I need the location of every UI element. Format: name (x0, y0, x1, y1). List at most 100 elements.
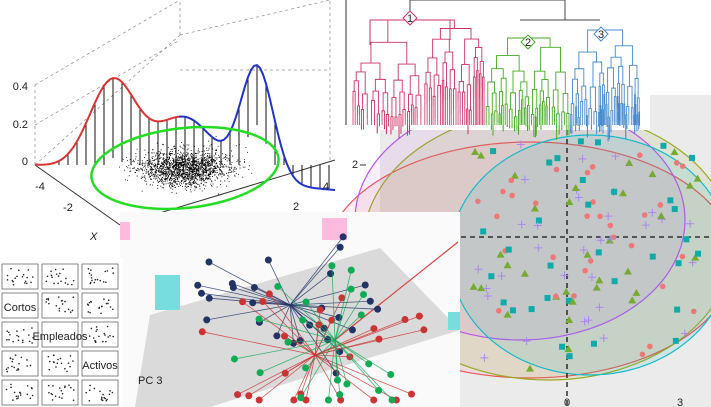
sample-dot (153, 152, 155, 154)
sample-dot (198, 173, 200, 175)
sample-dot (211, 164, 213, 165)
sample-dot (204, 164, 206, 166)
sample-dot (205, 161, 206, 163)
dendrogram-panel: 123 (345, 0, 650, 142)
sample-dot (216, 165, 218, 166)
sample-dot (162, 154, 164, 156)
sample-dot (199, 166, 201, 168)
branch (588, 108, 592, 130)
sample-dot (196, 164, 197, 166)
sample-dot (157, 179, 158, 181)
sample-dot (204, 169, 205, 171)
sample-dot (197, 168, 199, 170)
sample-dot (160, 149, 162, 151)
sample-dot (188, 144, 190, 146)
sample-dot (221, 161, 223, 163)
sample-dot (226, 185, 228, 187)
sample-dot (190, 149, 192, 151)
sample-dot (171, 169, 172, 171)
branch (464, 38, 480, 65)
sample-dot (201, 169, 203, 171)
sample-dot (155, 170, 157, 172)
branch (611, 87, 616, 111)
sample-dot (197, 166, 199, 168)
sample-dot (150, 163, 152, 165)
sample-dot (189, 170, 191, 172)
point (250, 283, 258, 291)
sample-dot (208, 147, 210, 149)
sample-dot (177, 153, 179, 155)
sample-dot (190, 173, 192, 175)
sample-dot (176, 171, 178, 173)
sample-dot (140, 167, 142, 169)
branch (599, 72, 604, 87)
sample-dot (201, 158, 203, 160)
sample-dot (201, 190, 203, 192)
sample-dot (228, 181, 230, 183)
dot (89, 311, 91, 314)
dot (60, 389, 63, 392)
sample-dot (154, 168, 156, 170)
sample-dot (194, 152, 196, 154)
square-point (577, 138, 584, 145)
branch (439, 28, 472, 40)
point (374, 305, 382, 313)
sample-dot (202, 159, 204, 161)
sample-dot (150, 167, 152, 169)
sample-dot (193, 179, 195, 181)
sample-dot (192, 167, 194, 169)
sample-dot (179, 163, 181, 165)
branch (633, 114, 636, 134)
sample-dot (179, 172, 181, 174)
sample-dot (206, 169, 208, 171)
square-point (649, 253, 656, 260)
plus-point (587, 273, 596, 282)
sample-dot (196, 168, 198, 170)
sample-dot (207, 155, 209, 157)
sample-dot (172, 171, 174, 173)
sample-dot (157, 156, 159, 158)
sample-dot (169, 177, 171, 179)
sample-dot (165, 159, 167, 160)
sample-dot (141, 169, 143, 171)
branch (614, 45, 634, 66)
plus-point (517, 220, 526, 229)
sample-dot (154, 174, 156, 175)
branch (509, 108, 513, 129)
dot (89, 384, 91, 387)
point (265, 290, 273, 298)
sample-dot (193, 162, 195, 164)
sample-dot (203, 173, 205, 175)
sample-dot (230, 169, 232, 171)
sample-dot (208, 157, 209, 159)
dot (99, 390, 101, 393)
dot (103, 332, 106, 335)
spoke (232, 283, 291, 306)
sample-dot (229, 171, 231, 173)
sample-dot (197, 167, 199, 169)
dot (58, 307, 61, 310)
sample-dot (194, 145, 195, 147)
sample-dot (179, 173, 180, 175)
spoke (289, 304, 337, 374)
sample-dot (189, 176, 191, 178)
sample-dot (158, 167, 160, 169)
sample-dot (126, 160, 128, 162)
branch (355, 71, 366, 94)
sample-dot (175, 192, 177, 194)
sample-dot (130, 164, 132, 166)
sample-dot (226, 157, 228, 159)
sample-dot (181, 172, 183, 174)
sample-dot (146, 160, 148, 162)
sample-dot (163, 144, 164, 146)
sample-dot (157, 168, 159, 169)
sample-dot (192, 153, 193, 155)
sample-dot (171, 191, 173, 193)
sample-dot (161, 169, 162, 171)
sample-dot (148, 163, 150, 165)
sample-dot (198, 169, 200, 171)
sample-dot (193, 155, 195, 156)
sample-dot (203, 160, 205, 162)
bar (120, 222, 130, 240)
sample-dot (178, 181, 180, 182)
